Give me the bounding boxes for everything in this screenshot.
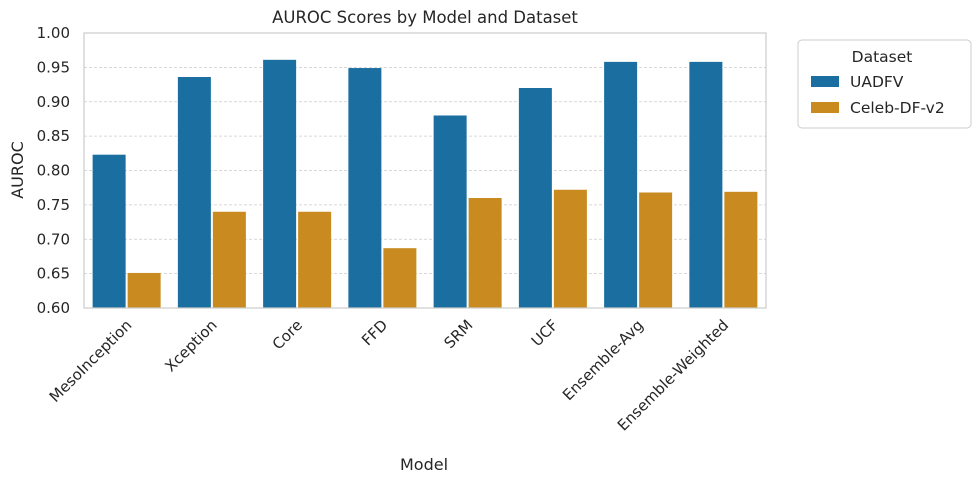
legend-swatch [811,76,839,87]
bar-uadfv-ffd [348,68,382,308]
y-tick-label: 0.75 [37,196,70,214]
plot-frame [83,32,767,309]
y-tick-label: 1.00 [37,24,70,42]
y-tick-label: 0.80 [37,162,70,180]
legend: Dataset UADFV Celeb-DF-v2 [797,39,972,129]
bar-uadfv-ensemble-avg [604,61,638,308]
x-tick-label: Ensemble-Avg [559,316,647,404]
bar-uadfv-srm [433,115,467,308]
y-tick-label: 0.90 [37,93,70,111]
bar-celeb-df-v2-core [298,211,332,308]
y-tick-label: 0.60 [37,299,70,317]
y-tick-label: 0.85 [37,127,70,145]
x-tick-label: SRM [440,316,476,352]
y-tick-labels: 0.60 0.65 0.70 0.75 0.80 0.85 0.90 0.95 1.00 [37,24,70,317]
bar-uadfv-core [263,59,297,308]
bar-uadfv-ensemble-weighted [689,61,723,308]
bar-celeb-df-v2-xception [212,211,246,308]
x-tick-label: MesoInception [46,316,136,406]
x-tick-label: FFD [358,316,391,349]
bar-celeb-df-v2-ffd [383,248,417,308]
bar-uadfv-xception [177,77,211,308]
x-tick-labels: MesoInception Xception Core FFD SRM UCFEnsemb… [46,316,732,434]
legend-frame [797,39,972,129]
y-tick-label: 0.70 [37,230,70,248]
y-tick-label: 0.95 [37,58,70,76]
bar-celeb-df-v2-ensemble-weighted [724,191,758,308]
bars [92,59,758,308]
y-tick-label: 0.65 [37,265,70,283]
bar-celeb-df-v2-srm [468,198,502,308]
x-tick-label: Xception [161,316,220,375]
x-tick-label: UCF [528,316,562,350]
bar-celeb-df-v2-mesoinception [127,272,161,308]
x-axis-label: Model [400,455,448,474]
legend-title: Dataset [852,48,913,66]
chart-title: AUROC Scores by Model and Dataset [272,8,578,27]
legend-swatch [811,102,839,113]
bar-celeb-df-v2-ucf [553,189,587,308]
bar-uadfv-mesoinception [92,154,126,308]
y-axis-label: AUROC [8,141,27,199]
x-tick-label: Core [269,316,306,353]
bar-uadfv-ucf [518,88,552,308]
legend-label: UADFV [850,73,904,91]
grid-lines [84,66,766,275]
legend-label: Celeb-DF-v2 [850,99,945,117]
bar-celeb-df-v2-ensemble-avg [639,192,673,308]
